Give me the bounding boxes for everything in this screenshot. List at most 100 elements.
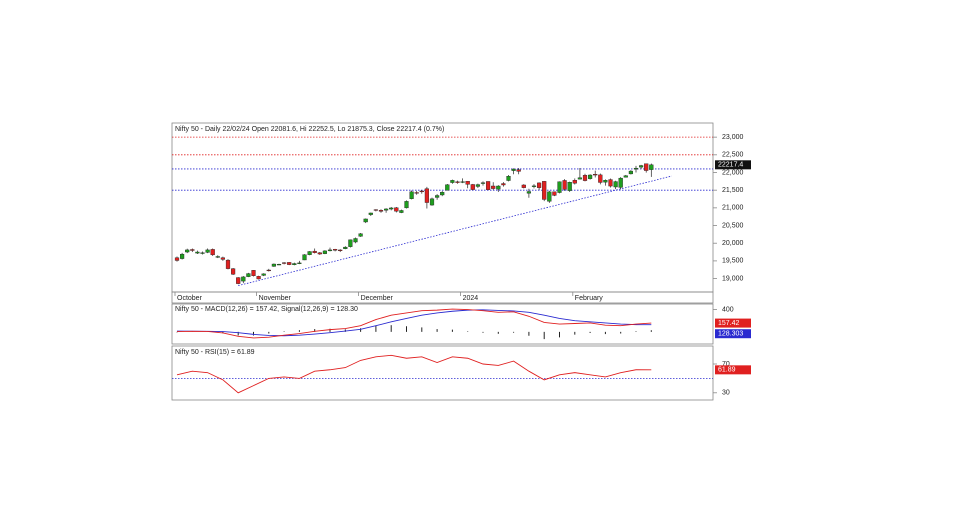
candle-body <box>230 268 236 275</box>
candle-body <box>450 180 455 183</box>
candle-body <box>205 249 210 253</box>
candle-body <box>210 249 215 256</box>
candle-body <box>368 212 373 215</box>
signal-line <box>176 309 652 337</box>
candle-body <box>256 276 261 280</box>
candle-body <box>312 250 317 253</box>
candle-body <box>297 262 302 264</box>
value-tag <box>715 365 751 375</box>
candle-body <box>236 277 241 284</box>
date-strip <box>171 291 714 304</box>
x-tick-label: 2024 <box>463 295 479 302</box>
candle-body <box>190 249 195 251</box>
candle-body <box>348 239 353 247</box>
price-tag-label: 22217.4 <box>718 162 743 169</box>
candle-body <box>389 207 394 210</box>
candle-body <box>588 174 593 179</box>
candle-body <box>572 180 577 184</box>
candle-body <box>521 184 526 188</box>
candle-body <box>174 257 180 261</box>
candle-body <box>215 256 220 258</box>
candle-body <box>282 262 287 264</box>
candle-body <box>491 185 496 189</box>
candle-body <box>399 210 404 213</box>
candle-body <box>567 182 572 191</box>
y-tick-label: 19,500 <box>722 258 744 265</box>
candle-body <box>435 195 440 198</box>
candle-body <box>552 191 557 196</box>
candle-body <box>195 251 200 254</box>
candle-body <box>475 184 480 187</box>
candle-body <box>343 246 348 249</box>
macd-title: Nifty 50 - MACD(12,26) = 157.42, Signal(… <box>175 306 358 313</box>
candle-body <box>429 198 435 206</box>
candle-body <box>613 181 618 188</box>
candle-body <box>292 263 297 265</box>
candle-body <box>633 167 639 170</box>
candle-body <box>200 252 205 254</box>
candle-body <box>577 177 582 180</box>
candle-body <box>302 254 307 261</box>
candle-body <box>271 263 276 267</box>
candle-body <box>537 182 542 188</box>
candle-body <box>353 238 358 243</box>
candle-body <box>480 182 486 184</box>
candle-body <box>644 163 649 171</box>
candle-body <box>333 249 338 251</box>
candle-body <box>455 181 460 183</box>
candle-body <box>363 218 368 223</box>
candle-body <box>185 249 190 253</box>
candle-body <box>378 210 384 212</box>
main-panel <box>171 122 714 293</box>
candle-body <box>338 249 343 251</box>
candle-body <box>598 174 603 183</box>
candle-body <box>225 259 231 269</box>
candle-body <box>424 188 429 203</box>
candle-body <box>317 252 322 255</box>
candle-body <box>266 269 271 272</box>
candle-body <box>241 276 246 282</box>
candle-body <box>246 273 251 277</box>
candle-body <box>327 249 333 252</box>
y-tick-label: 22,500 <box>722 152 744 159</box>
candle-body <box>511 168 516 171</box>
candle-body <box>287 262 292 265</box>
price-tag <box>715 160 751 170</box>
candle-body <box>179 253 185 259</box>
x-tick-label: November <box>259 295 292 302</box>
candle-body <box>394 207 399 212</box>
y-tick-label: 22,000 <box>722 169 744 176</box>
candle-body <box>409 191 414 199</box>
x-tick-label: October <box>177 295 203 302</box>
candle-body <box>358 233 363 237</box>
candle-body <box>261 273 266 276</box>
value-tag <box>715 318 751 328</box>
y-tick-label: 70 <box>722 361 730 368</box>
candle-body <box>322 250 327 254</box>
candle-body <box>440 192 445 196</box>
candle-body <box>618 177 623 188</box>
y-tick-label: 400 <box>722 306 734 313</box>
candle-body <box>557 181 562 193</box>
candle-body <box>501 183 506 186</box>
candle-body <box>470 184 475 190</box>
value-tag <box>715 329 751 339</box>
x-tick-label: February <box>575 295 604 302</box>
candle-body <box>582 175 588 181</box>
rsi-panel <box>171 345 714 401</box>
candle-body <box>526 191 531 194</box>
candle-body <box>547 191 552 202</box>
candle-body <box>404 201 409 209</box>
candle-body <box>220 257 225 260</box>
value-tag-label: 61.89 <box>718 367 736 374</box>
candle-body <box>445 184 450 191</box>
candle-body <box>562 180 567 190</box>
candle-body <box>593 174 598 176</box>
candle-body <box>506 176 511 181</box>
candle-body <box>460 181 465 183</box>
candle-body <box>251 270 256 276</box>
chart-title: Nifty 50 - Daily 22/02/24 Open 22081.6, … <box>175 126 444 133</box>
candle-body <box>603 180 608 183</box>
value-tag-label: 157.42 <box>718 320 740 327</box>
candle-body <box>276 264 282 266</box>
